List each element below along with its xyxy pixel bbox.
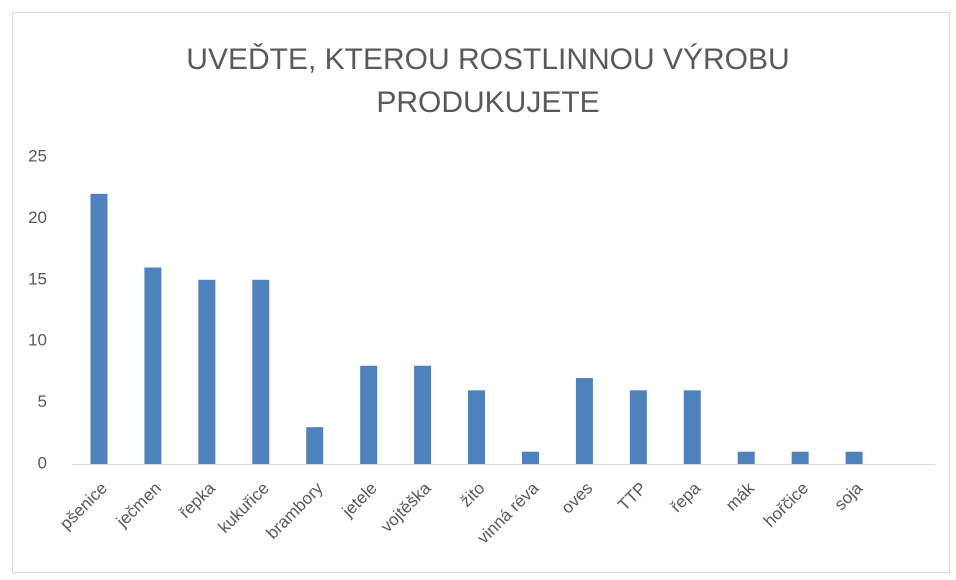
x-tick-label: brambory [263, 478, 328, 543]
bar [90, 193, 108, 464]
x-tick-label: vojtěška [377, 478, 435, 536]
bar [252, 279, 270, 464]
bar [845, 451, 863, 464]
chart-title: UVEĎTE, KTEROU ROSTLINNOU VÝROBU PRODUKU… [186, 43, 790, 119]
bar [306, 427, 324, 464]
bar [468, 390, 486, 464]
y-tick-label: 5 [38, 392, 47, 411]
bar [791, 451, 809, 464]
bar [360, 365, 378, 464]
x-tick-label: oves [558, 479, 597, 518]
x-tick-label: řepka [175, 478, 219, 522]
bar [575, 378, 593, 464]
x-tick-label: mák [722, 478, 758, 514]
bar [737, 451, 755, 464]
x-tick-label: řepa [667, 478, 705, 516]
y-tick-label: 25 [28, 146, 47, 165]
x-tick-label: žito [456, 479, 488, 511]
x-tick-label: soja [831, 478, 867, 514]
x-tick-label: ječmen [112, 479, 165, 532]
x-tick-label: pšenice [56, 479, 111, 534]
bar [414, 365, 432, 464]
y-tick-label: 15 [28, 269, 47, 288]
bar [629, 390, 647, 464]
bar [521, 451, 539, 464]
bar [198, 279, 216, 464]
x-tick-label: hořčice [760, 479, 812, 531]
y-tick-label: 10 [28, 331, 47, 350]
bar [683, 390, 701, 464]
bar [144, 267, 162, 464]
y-tick-label: 20 [28, 208, 47, 227]
chart-border [12, 12, 950, 573]
y-tick-label: 0 [38, 453, 47, 472]
x-tick-label: jetele [338, 479, 381, 522]
x-tick-label: TTP [614, 479, 650, 515]
